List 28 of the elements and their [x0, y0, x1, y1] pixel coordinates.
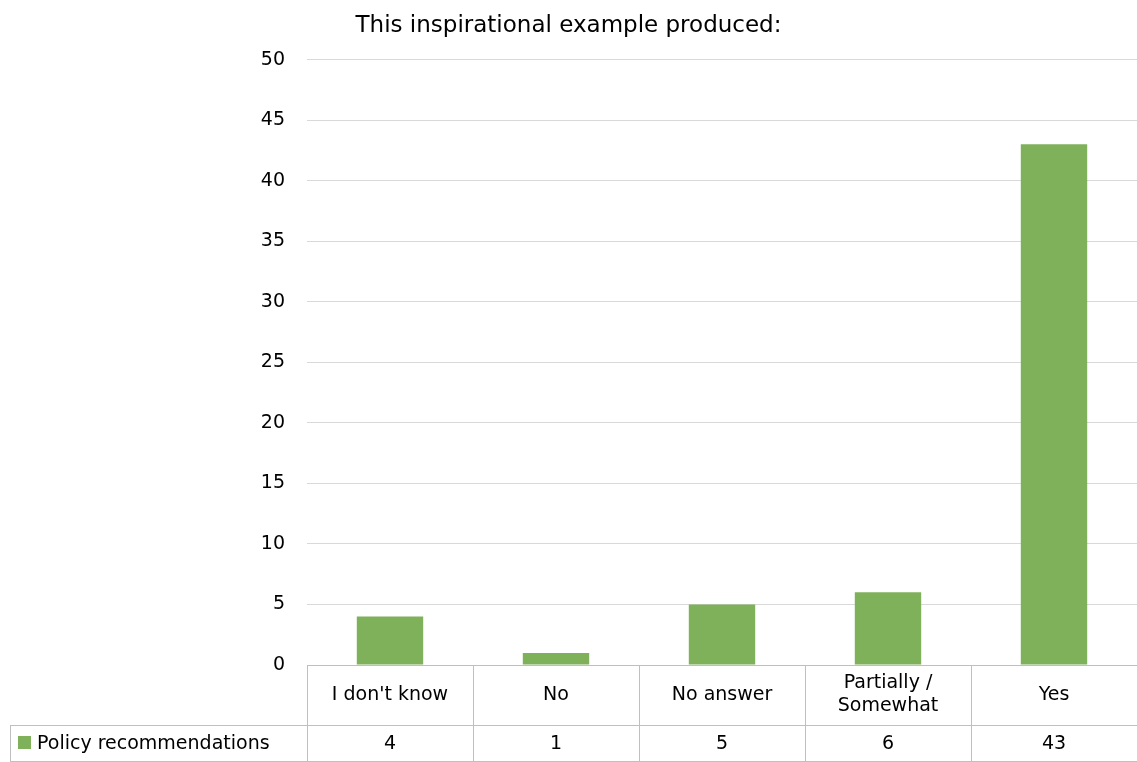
y-tick-label: 25	[260, 349, 285, 372]
data-label: 5	[715, 730, 729, 753]
chart-title: This inspirational example produced:	[354, 10, 782, 37]
bar	[1020, 144, 1088, 665]
bar	[356, 616, 424, 665]
y-tick-label: 0	[272, 651, 285, 674]
x-tick-label: No	[543, 681, 569, 704]
bar	[854, 592, 922, 665]
bar	[522, 652, 590, 665]
y-tick-label: 5	[272, 591, 285, 614]
x-tick-label: Partially / Somewhat	[837, 670, 939, 716]
y-tick-label: 35	[260, 228, 285, 251]
data-label: 4	[383, 730, 397, 753]
y-tick-label: 45	[260, 107, 285, 130]
data-label: 6	[881, 730, 895, 753]
legend-label: Policy recommendations	[37, 730, 270, 753]
y-tick-label: 10	[260, 530, 285, 553]
x-tick-label: I don't know	[331, 681, 449, 704]
y-tick-label: 30	[260, 288, 285, 311]
x-tick-label: No answer	[671, 681, 773, 704]
y-tick-label: 15	[260, 470, 285, 493]
bar	[688, 604, 756, 665]
data-label: 43	[1041, 730, 1067, 753]
data-label: 1	[549, 730, 563, 753]
y-tick-label: 40	[260, 167, 285, 190]
y-tick-label: 20	[260, 409, 285, 432]
y-tick-label: 50	[260, 46, 285, 69]
x-tick-label: Yes	[1037, 681, 1070, 704]
